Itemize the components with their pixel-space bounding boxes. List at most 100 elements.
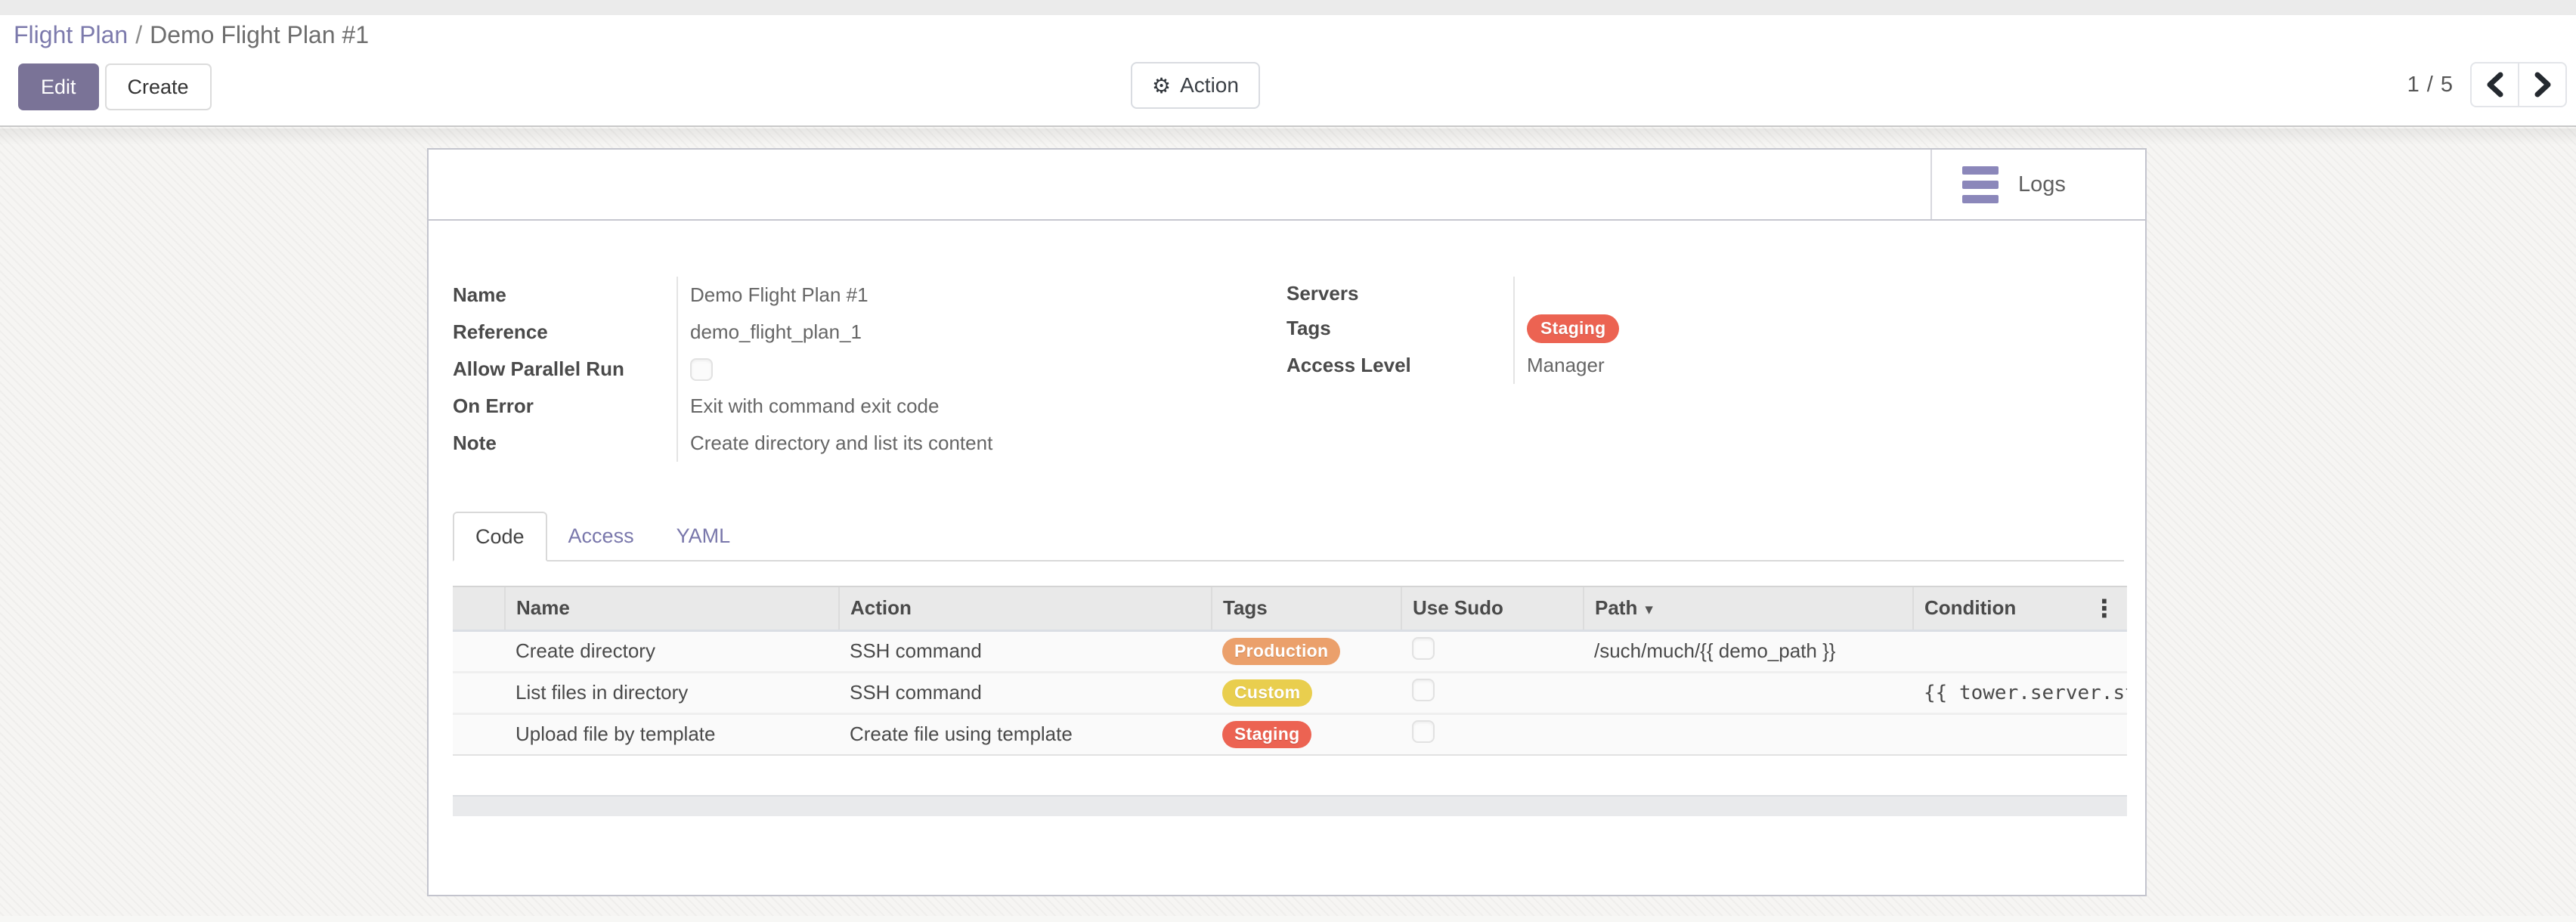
- notebook-tabs: Code Access YAML: [453, 512, 2124, 562]
- breadcrumb-current: Demo Flight Plan #1: [150, 21, 369, 48]
- commands-table: Name Action Tags Use Sudo Path ▾ Conditio…: [453, 586, 2127, 756]
- field-row-servers: Servers: [1286, 277, 2124, 310]
- tag-production: Production: [1222, 637, 1341, 665]
- breadcrumb: Flight Plan / Demo Flight Plan #1: [14, 21, 369, 49]
- column-header-action[interactable]: Action: [838, 586, 1212, 632]
- field-label-on-error: On Error: [453, 388, 678, 425]
- pager-previous-button[interactable]: [2470, 62, 2519, 107]
- field-label-reference: Reference: [453, 314, 678, 351]
- field-row-on-error: On Error Exit with command exit code: [453, 388, 1286, 425]
- tab-code[interactable]: Code: [453, 512, 547, 562]
- column-header-condition-label: Condition: [1924, 596, 2017, 620]
- horizontal-scrollbar[interactable]: [453, 795, 2127, 816]
- use-sudo-checkbox[interactable]: [1412, 637, 1435, 660]
- table-row[interactable]: List files in directory SSH command Cust…: [453, 672, 2127, 715]
- optional-columns-icon[interactable]: ⋮: [2092, 593, 2116, 623]
- tag-staging: Staging: [1222, 720, 1312, 748]
- row-action-cell: SSH command: [839, 630, 1212, 673]
- column-header-path[interactable]: Path ▾: [1583, 586, 1913, 632]
- field-value-on-error: Exit with command exit code: [690, 394, 940, 417]
- row-action-cell: SSH command: [839, 672, 1212, 715]
- field-label-access-level: Access Level: [1286, 347, 1515, 384]
- breadcrumb-parent-link[interactable]: Flight Plan: [14, 21, 128, 48]
- row-handle-cell: [453, 630, 505, 673]
- column-header-condition[interactable]: Condition ⋮: [1912, 586, 2127, 632]
- field-row-note: Note Create directory and list its conte…: [453, 425, 1286, 462]
- sheet-body: Name Demo Flight Plan #1 Reference demo_…: [429, 277, 2145, 816]
- row-tags-cell: Production: [1212, 630, 1401, 673]
- use-sudo-checkbox[interactable]: [1412, 679, 1435, 701]
- column-header-use-sudo-label: Use Sudo: [1413, 596, 1503, 620]
- pager-buttons: [2470, 62, 2567, 107]
- row-use-sudo-cell: [1401, 713, 1584, 756]
- column-header-handle: [453, 586, 505, 632]
- top-strip: [0, 0, 2576, 15]
- notebook: Code Access YAML: [453, 512, 2124, 562]
- action-button-label: Action: [1180, 73, 1239, 97]
- row-use-sudo-cell: [1401, 630, 1584, 673]
- tag-staging: Staging: [1527, 314, 1620, 343]
- column-header-use-sudo[interactable]: Use Sudo: [1401, 586, 1584, 632]
- field-row-tags: Tags Staging: [1286, 310, 2124, 347]
- control-panel-shadow: [0, 128, 2576, 145]
- table-row[interactable]: Create directory SSH command Production …: [453, 630, 2127, 673]
- pager-next-button[interactable]: [2519, 62, 2567, 107]
- edit-button[interactable]: Edit: [18, 63, 99, 110]
- use-sudo-checkbox[interactable]: [1412, 720, 1435, 744]
- column-header-action-label: Action: [850, 596, 912, 620]
- field-value-allow-parallel-run: [678, 357, 713, 381]
- field-value-reference: demo_flight_plan_1: [690, 320, 862, 343]
- allow-parallel-run-checkbox[interactable]: [690, 357, 713, 381]
- gear-icon: ⚙: [1152, 73, 1172, 98]
- tag-custom: Custom: [1222, 679, 1313, 707]
- field-label-allow-parallel-run: Allow Parallel Run: [453, 351, 678, 388]
- row-tags-cell: Custom: [1212, 672, 1401, 715]
- field-column-right: Servers Tags Staging Access Level Manage…: [1286, 277, 2124, 462]
- breadcrumb-separator: /: [135, 21, 143, 48]
- row-name-cell: Create directory: [505, 630, 839, 673]
- logs-button[interactable]: Logs: [1930, 150, 2145, 219]
- row-condition-cell: [1913, 630, 2127, 673]
- field-row-name: Name Demo Flight Plan #1: [453, 277, 1286, 314]
- logs-button-label: Logs: [2018, 172, 2066, 196]
- list-bars-icon: [1962, 166, 1999, 203]
- chevron-right-icon: [2534, 72, 2550, 97]
- stat-button-box: Logs: [429, 150, 2145, 221]
- control-panel: Flight Plan / Demo Flight Plan #1 Edit Cre…: [0, 15, 2576, 127]
- chevron-left-icon: [2487, 72, 2503, 97]
- row-handle-cell: [453, 713, 505, 756]
- column-header-name[interactable]: Name: [504, 586, 839, 632]
- form-sheet: Logs Name Demo Flight Plan #1 Reference …: [427, 148, 2147, 896]
- bottom-strip: [0, 916, 2576, 922]
- field-column-left: Name Demo Flight Plan #1 Reference demo_…: [453, 277, 1286, 462]
- field-row-allow-parallel-run: Allow Parallel Run: [453, 351, 1286, 388]
- row-path-cell: [1584, 713, 1913, 756]
- row-condition-cell: [1913, 713, 2127, 756]
- row-use-sudo-cell: [1401, 672, 1584, 715]
- field-group: Name Demo Flight Plan #1 Reference demo_…: [453, 277, 2124, 462]
- row-name-cell: List files in directory: [505, 672, 839, 715]
- row-path-cell: /such/much/{{ demo_path }}: [1584, 630, 1913, 673]
- row-action-cell: Create file using template: [839, 713, 1212, 756]
- field-row-access-level: Access Level Manager: [1286, 347, 2124, 384]
- field-row-reference: Reference demo_flight_plan_1: [453, 314, 1286, 351]
- field-value-tags: Staging: [1515, 314, 1620, 343]
- row-name-cell: Upload file by template: [505, 713, 839, 756]
- table-header-row: Name Action Tags Use Sudo Path ▾ Conditio…: [453, 586, 2127, 632]
- form-buttons: Edit Create: [18, 63, 212, 110]
- table-row[interactable]: Upload file by template Create file usin…: [453, 713, 2127, 756]
- action-menu-container: ⚙ Action: [1131, 62, 1260, 109]
- create-button[interactable]: Create: [104, 63, 212, 110]
- column-header-tags-label: Tags: [1223, 596, 1268, 620]
- column-header-name-label: Name: [516, 596, 570, 620]
- sort-desc-icon: ▾: [1645, 600, 1653, 619]
- tab-yaml[interactable]: YAML: [676, 524, 731, 547]
- column-header-tags[interactable]: Tags: [1211, 586, 1401, 632]
- tab-access[interactable]: Access: [568, 524, 634, 547]
- action-button[interactable]: ⚙ Action: [1131, 62, 1260, 109]
- field-label-tags: Tags: [1286, 310, 1515, 347]
- field-value-access-level: Manager: [1527, 354, 1605, 376]
- field-value-note: Create directory and list its content: [690, 432, 993, 454]
- column-header-path-label: Path: [1595, 596, 1638, 620]
- field-label-note: Note: [453, 425, 678, 462]
